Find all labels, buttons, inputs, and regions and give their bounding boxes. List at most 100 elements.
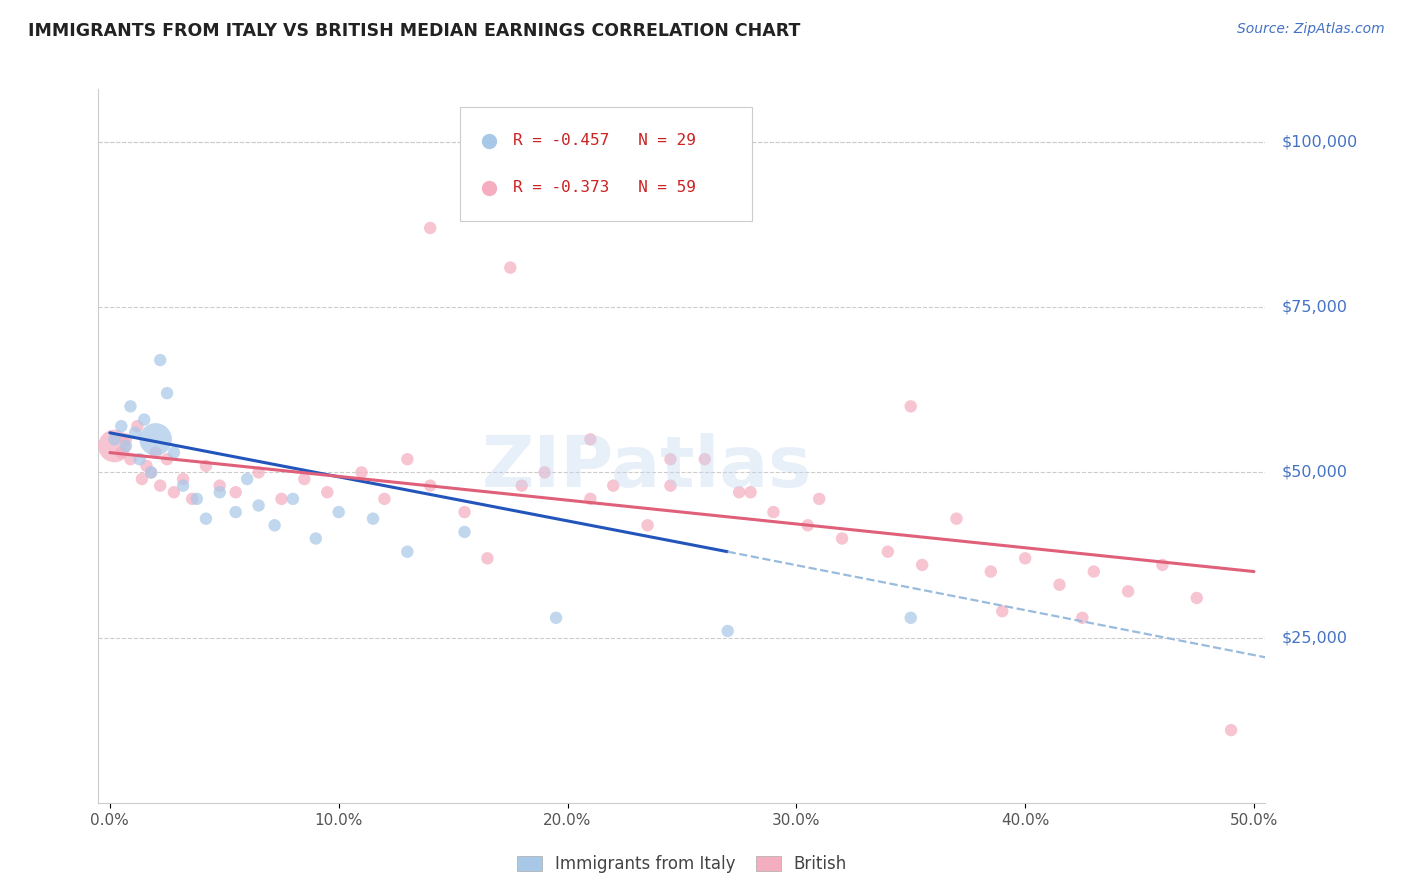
Point bbox=[156, 452, 179, 467]
Point bbox=[131, 472, 153, 486]
Text: ZIPatlas: ZIPatlas bbox=[482, 433, 811, 502]
Point bbox=[453, 505, 475, 519]
Point bbox=[181, 491, 204, 506]
Point bbox=[499, 260, 522, 275]
Text: $50,000: $50,000 bbox=[1282, 465, 1348, 480]
Point bbox=[808, 491, 831, 506]
Point bbox=[361, 511, 384, 525]
Point bbox=[292, 472, 315, 486]
Point bbox=[637, 518, 659, 533]
Point bbox=[533, 466, 555, 480]
Text: $100,000: $100,000 bbox=[1282, 135, 1358, 150]
Point bbox=[194, 458, 217, 473]
Point bbox=[991, 604, 1014, 618]
Text: $25,000: $25,000 bbox=[1282, 630, 1348, 645]
Point bbox=[328, 505, 350, 519]
Point bbox=[579, 491, 602, 506]
Point bbox=[797, 518, 820, 533]
Point bbox=[453, 524, 475, 539]
Point bbox=[172, 478, 194, 492]
Point bbox=[145, 433, 167, 447]
Point bbox=[156, 386, 179, 401]
Text: $75,000: $75,000 bbox=[1282, 300, 1348, 315]
Point bbox=[120, 452, 142, 467]
Point bbox=[263, 518, 285, 533]
Point bbox=[281, 491, 304, 506]
Point bbox=[544, 611, 567, 625]
Point bbox=[373, 491, 395, 506]
Point bbox=[728, 485, 751, 500]
Point bbox=[236, 472, 259, 486]
Text: IMMIGRANTS FROM ITALY VS BRITISH MEDIAN EARNINGS CORRELATION CHART: IMMIGRANTS FROM ITALY VS BRITISH MEDIAN … bbox=[28, 22, 800, 40]
Text: R = -0.457   N = 29: R = -0.457 N = 29 bbox=[513, 133, 696, 148]
Text: R = -0.373   N = 59: R = -0.373 N = 59 bbox=[513, 180, 696, 195]
Point bbox=[139, 466, 162, 480]
Point bbox=[316, 485, 339, 500]
Point bbox=[115, 439, 138, 453]
Point bbox=[510, 478, 533, 492]
Point bbox=[128, 452, 150, 467]
Point bbox=[1152, 558, 1174, 572]
Point bbox=[149, 353, 172, 368]
Point bbox=[163, 445, 186, 459]
Point bbox=[900, 611, 922, 625]
Point bbox=[305, 532, 328, 546]
Point bbox=[876, 545, 898, 559]
Legend: Immigrants from Italy, British: Immigrants from Italy, British bbox=[510, 849, 853, 880]
Point bbox=[127, 419, 149, 434]
Point bbox=[1014, 551, 1036, 566]
Point bbox=[1220, 723, 1243, 738]
Point bbox=[659, 452, 682, 467]
Point bbox=[134, 412, 156, 426]
Point bbox=[740, 485, 762, 500]
Point bbox=[865, 796, 887, 810]
Point bbox=[124, 425, 146, 440]
Point bbox=[120, 400, 142, 414]
Point bbox=[145, 445, 167, 459]
Point bbox=[208, 478, 231, 492]
Point bbox=[717, 624, 740, 638]
Point bbox=[419, 221, 441, 235]
Point bbox=[1116, 584, 1139, 599]
Point bbox=[419, 478, 441, 492]
Point bbox=[980, 565, 1002, 579]
Point bbox=[186, 491, 208, 506]
Point bbox=[477, 551, 499, 566]
Point bbox=[865, 796, 887, 810]
Point bbox=[110, 445, 132, 459]
Point bbox=[602, 478, 624, 492]
Point bbox=[149, 478, 172, 492]
Point bbox=[911, 558, 934, 572]
Point bbox=[693, 452, 716, 467]
Point bbox=[1049, 578, 1071, 592]
Point bbox=[194, 511, 217, 525]
Point bbox=[831, 532, 853, 546]
Point bbox=[103, 433, 125, 447]
Point bbox=[103, 439, 125, 453]
Point bbox=[225, 505, 247, 519]
Point bbox=[247, 499, 270, 513]
Point bbox=[139, 466, 162, 480]
Point bbox=[172, 472, 194, 486]
Point bbox=[247, 466, 270, 480]
Point bbox=[350, 466, 373, 480]
Point bbox=[270, 491, 292, 506]
Point bbox=[579, 433, 602, 447]
Point bbox=[1083, 565, 1105, 579]
Point bbox=[135, 458, 157, 473]
Point bbox=[115, 433, 138, 447]
Point bbox=[900, 400, 922, 414]
Point bbox=[762, 505, 785, 519]
Point bbox=[163, 485, 186, 500]
Point bbox=[1071, 611, 1094, 625]
Point bbox=[1185, 591, 1208, 605]
Point bbox=[945, 511, 967, 525]
Point bbox=[110, 419, 132, 434]
Point bbox=[208, 485, 231, 500]
Point bbox=[225, 485, 247, 500]
Text: Source: ZipAtlas.com: Source: ZipAtlas.com bbox=[1237, 22, 1385, 37]
Point bbox=[396, 452, 419, 467]
Point bbox=[659, 478, 682, 492]
FancyBboxPatch shape bbox=[460, 107, 752, 221]
Point bbox=[396, 545, 419, 559]
